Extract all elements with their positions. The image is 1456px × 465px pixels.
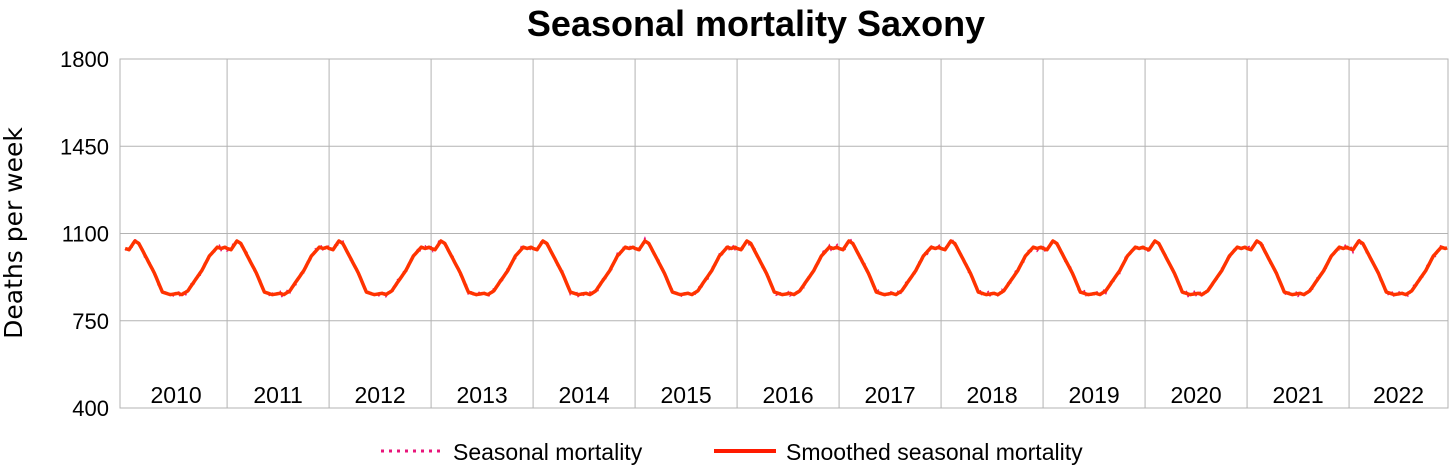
legend: Seasonal mortality Smoothed seasonal mor… [381, 439, 1083, 465]
grid [120, 58, 1448, 409]
year-label: 2010 [151, 382, 202, 408]
year-label: 2017 [864, 382, 915, 408]
y-tick-label: 400 [72, 396, 109, 421]
year-label: 2020 [1170, 382, 1221, 408]
year-label: 2019 [1068, 382, 1119, 408]
y-tick-label: 1100 [62, 222, 109, 247]
year-label: 2021 [1272, 382, 1323, 408]
chart-title: Seasonal mortality Saxony [527, 3, 985, 44]
y-axis-label: Deaths per week [0, 127, 28, 339]
year-label: 2012 [355, 382, 406, 408]
series-smoothed-seasonal-mortality [124, 239, 1448, 297]
year-label: 2015 [660, 382, 711, 408]
year-labels: 2010 2011 2012 2013 2014 2015 2016 2017 2018 2019… [151, 382, 1425, 408]
y-tick-label: 750 [72, 309, 109, 334]
plot-frame [119, 58, 1449, 409]
year-label: 2011 [253, 382, 302, 408]
y-tick-label: 1450 [60, 134, 109, 159]
y-tick-labels: 400 750 1100 1450 1800 [60, 47, 109, 421]
legend-label-smoothed-seasonal-mortality: Smoothed seasonal mortality [786, 439, 1083, 465]
legend-label-seasonal-mortality: Seasonal mortality [453, 439, 643, 465]
year-label: 2014 [559, 382, 610, 408]
year-label: 2016 [762, 382, 813, 408]
year-label: 2013 [457, 382, 508, 408]
y-tick-label: 1800 [60, 47, 109, 72]
year-label: 2022 [1373, 382, 1424, 408]
year-label: 2018 [966, 382, 1017, 408]
